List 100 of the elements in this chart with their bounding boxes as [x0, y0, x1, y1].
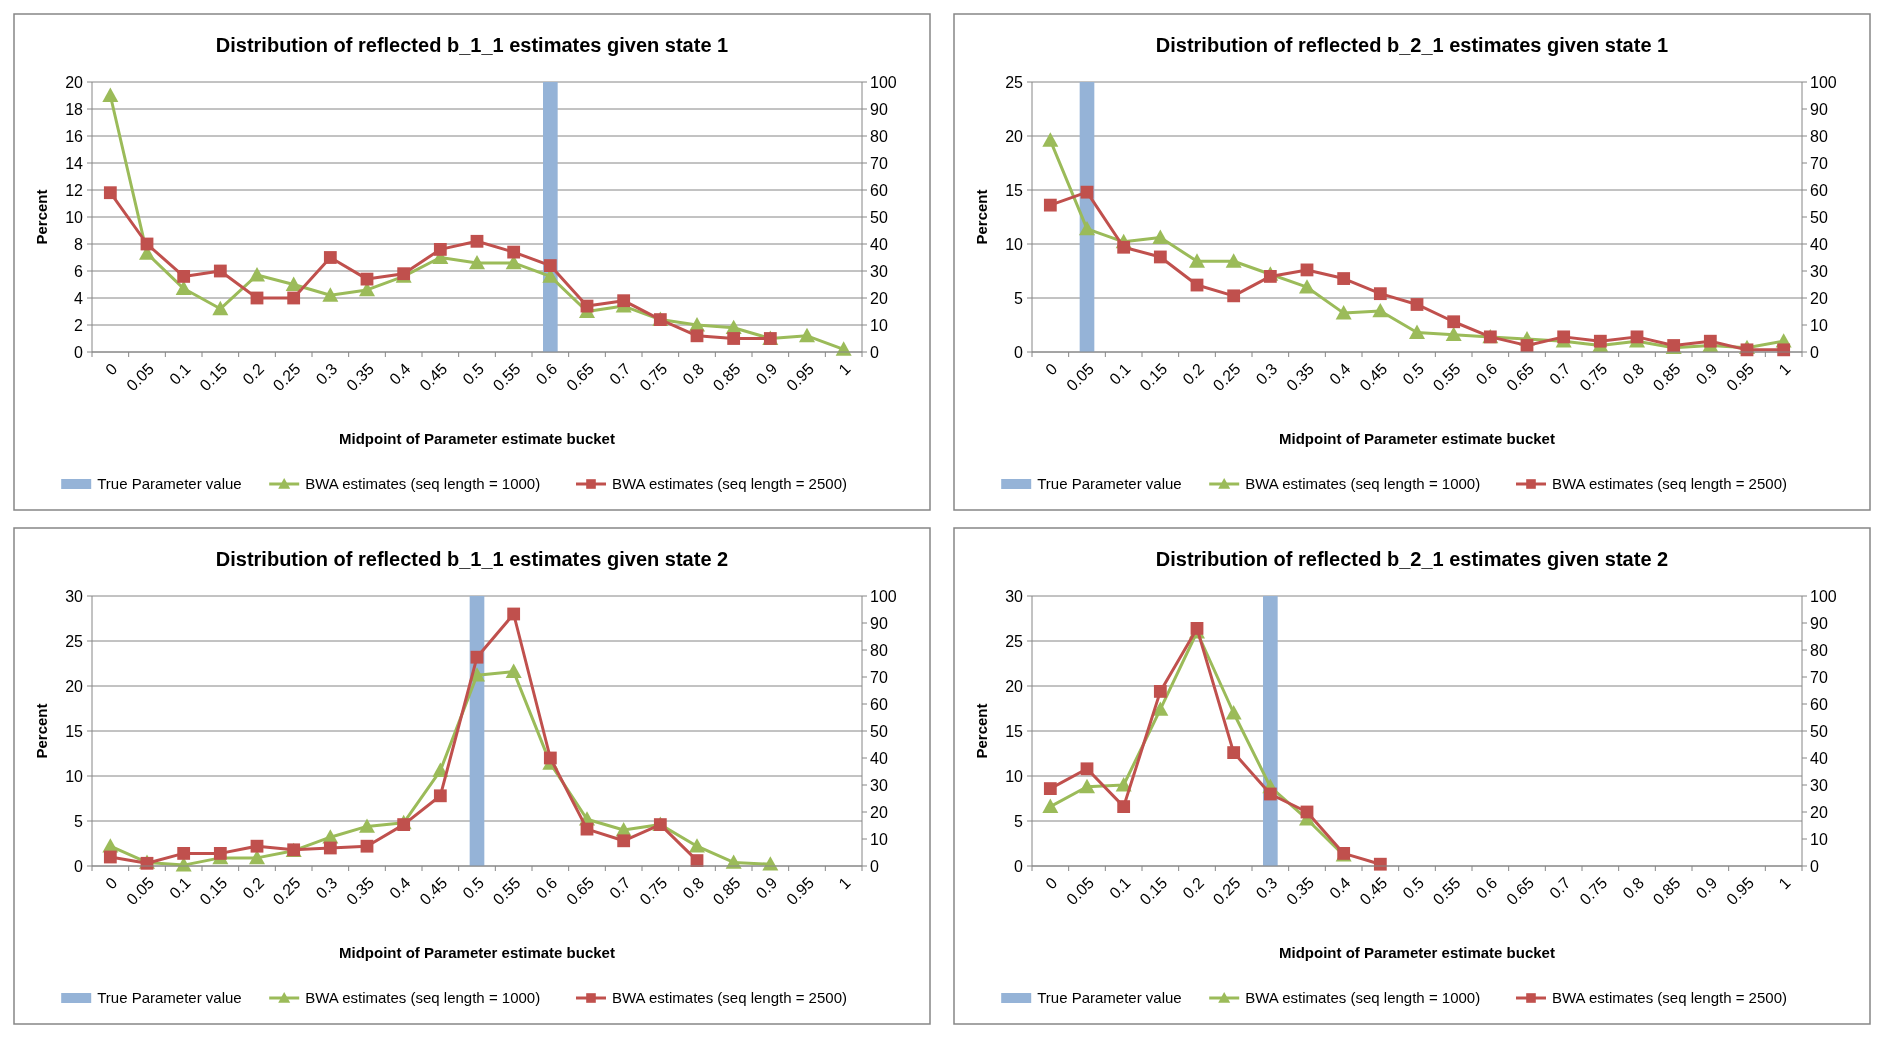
- x-tick-label: 0.25: [269, 873, 304, 909]
- y-tick-label: 10: [65, 208, 84, 226]
- y2-tick-label: 40: [1810, 749, 1828, 767]
- x-tick-label: 1: [835, 359, 854, 379]
- point: [1043, 782, 1057, 795]
- x-tick-label: 0.55: [1429, 873, 1464, 909]
- legend-label: BWA estimates (seq length = 2500): [1552, 475, 1787, 493]
- x-tick-label: 0.85: [709, 873, 744, 909]
- x-tick-label: 0.2: [1179, 873, 1208, 902]
- x-tick-label: 0.7: [1545, 873, 1574, 902]
- legend-label: True Parameter value: [1037, 989, 1182, 1007]
- point: [1630, 330, 1644, 344]
- x-tick-label: 1: [1775, 873, 1794, 893]
- y-tick-label: 0: [1014, 857, 1024, 875]
- y2-tick-label: 10: [870, 316, 888, 334]
- x-tick-label: 0.1: [1105, 873, 1134, 902]
- x-tick-label: 0.3: [312, 359, 341, 388]
- point: [359, 818, 375, 833]
- x-tick-label: 0: [1042, 873, 1061, 893]
- point: [1227, 289, 1241, 303]
- point: [1043, 198, 1057, 212]
- y2-tick-label: 0: [1810, 857, 1819, 875]
- x-tick-label: 0.9: [752, 873, 781, 902]
- y-tick-label: 25: [1005, 73, 1024, 91]
- y-tick-label: 0: [1014, 343, 1024, 361]
- point: [249, 267, 265, 282]
- y-tick-label: 16: [65, 127, 84, 145]
- chart-title: Distribution of reflected b_2_1 estimates given state 2: [1155, 548, 1669, 570]
- y2-tick-label: 100: [1810, 73, 1837, 91]
- y2-tick-label: 30: [870, 262, 888, 280]
- x-tick-label: 0.95: [783, 873, 818, 909]
- y-tick-label: 30: [65, 587, 84, 605]
- point: [1335, 305, 1352, 320]
- point: [103, 850, 117, 864]
- x-axis-title: Midpoint of Parameter estimate bucket: [1279, 430, 1555, 447]
- point: [507, 607, 521, 621]
- x-tick-label: 1: [835, 873, 854, 893]
- y-tick-label: 5: [1014, 289, 1024, 307]
- x-tick-label: 0.45: [416, 873, 451, 909]
- y-tick-label: 20: [1005, 677, 1024, 695]
- y2-tick-label: 30: [1810, 776, 1828, 794]
- y2-tick-label: 60: [1810, 181, 1828, 199]
- y2-tick-label: 10: [1810, 830, 1828, 848]
- point: [543, 751, 557, 765]
- point: [175, 280, 192, 295]
- x-tick-label: 0.35: [1283, 359, 1318, 395]
- point: [469, 254, 485, 270]
- point: [323, 251, 337, 264]
- x-tick-label: 0.65: [563, 359, 598, 395]
- point: [507, 245, 521, 259]
- y2-tick-label: 30: [870, 776, 888, 794]
- point: [1117, 800, 1131, 813]
- point: [102, 87, 119, 102]
- y-tick-label: 12: [65, 181, 84, 199]
- y-tick-label: 6: [74, 262, 84, 280]
- x-tick-label: 0.25: [269, 359, 304, 395]
- point: [1372, 302, 1389, 318]
- y2-tick-label: 0: [870, 857, 879, 875]
- x-tick-label: 0.95: [783, 359, 818, 395]
- legend-label: BWA estimates (seq length = 2500): [612, 475, 847, 493]
- point: [1117, 240, 1131, 254]
- x-tick-label: 0.05: [123, 359, 158, 395]
- x-tick-label: 0.4: [1325, 873, 1354, 902]
- x-tick-label: 0.35: [343, 359, 378, 395]
- y2-tick-label: 70: [1810, 154, 1828, 172]
- legend-label: BWA estimates (seq length = 2500): [1552, 989, 1787, 1007]
- point: [470, 234, 484, 248]
- x-tick-label: 0.6: [532, 873, 561, 902]
- x-tick-label: 0.55: [1429, 359, 1464, 395]
- point: [1263, 787, 1277, 801]
- y2-tick-label: 20: [870, 289, 888, 307]
- y-tick-label: 30: [1005, 587, 1024, 605]
- x-tick-label: 1: [1775, 359, 1794, 379]
- y-axis-title: Percent: [973, 189, 990, 245]
- point: [1153, 250, 1167, 264]
- x-tick-label: 0: [102, 359, 121, 379]
- y2-tick-label: 40: [1810, 235, 1828, 253]
- point: [397, 818, 411, 831]
- x-tick-label: 0.9: [1692, 359, 1721, 388]
- point: [1080, 762, 1094, 776]
- point: [1703, 334, 1717, 348]
- y-tick-label: 25: [1005, 632, 1024, 650]
- y2-tick-label: 90: [870, 614, 888, 632]
- y2-tick-label: 0: [1810, 343, 1819, 361]
- x-tick-label: 0: [1042, 359, 1061, 379]
- y-tick-label: 10: [1005, 767, 1024, 785]
- x-tick-label: 0.5: [1399, 359, 1428, 388]
- point: [1557, 330, 1571, 344]
- x-tick-label: 0.15: [196, 873, 231, 909]
- point: [1225, 705, 1242, 720]
- y-axis-title: Percent: [33, 703, 50, 759]
- legend-label: True Parameter value: [97, 989, 242, 1007]
- y2-tick-label: 50: [870, 208, 888, 226]
- x-tick-label: 0.5: [1399, 873, 1428, 902]
- chart-title: Distribution of reflected b_1_1 estimates given state 2: [215, 548, 729, 570]
- x-tick-label: 0.7: [605, 359, 634, 388]
- x-tick-label: 0.75: [636, 873, 671, 909]
- point: [1152, 701, 1169, 716]
- x-tick-label: 0.6: [1472, 873, 1501, 902]
- point: [1225, 253, 1242, 268]
